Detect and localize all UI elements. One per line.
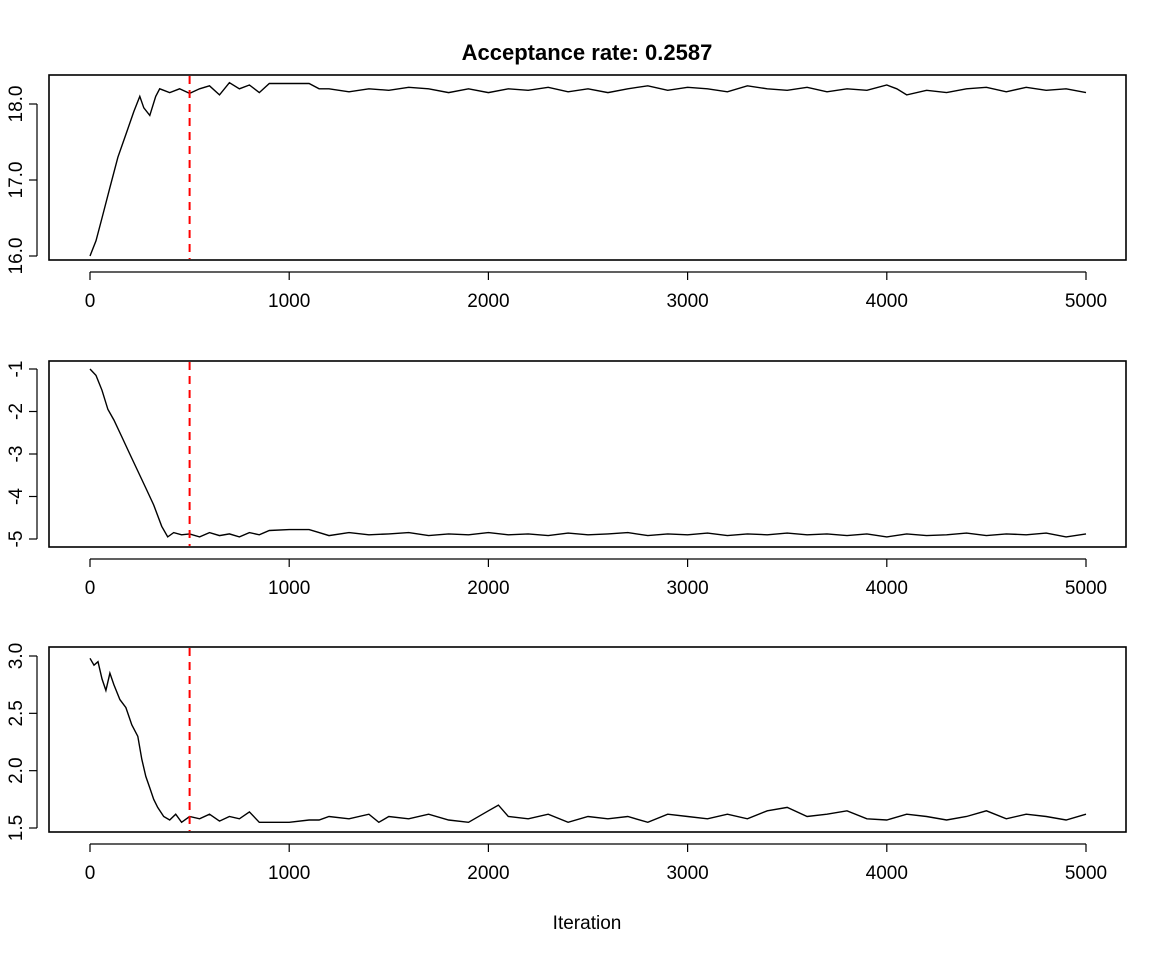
x-axis-label: Iteration <box>553 913 622 934</box>
x-tick-label: 1000 <box>268 578 310 599</box>
y-tick-label: 17.0 <box>6 162 27 199</box>
x-tick-label: 1000 <box>268 291 310 312</box>
y-tick-label: 2.5 <box>6 700 27 726</box>
y-tick-label: 2.0 <box>6 757 27 783</box>
trace-panels: 0 1000 2000 3000 4000 5000 16.0 17.0 18.0 0 1000 20… <box>6 74 1127 884</box>
y-tick-label: -3 <box>6 446 27 463</box>
y-tick-label: -5 <box>6 531 27 548</box>
x-tick-label: 5000 <box>1065 291 1107 312</box>
trace-panel-2: 0 1000 2000 3000 4000 5000 -5 -4 -3 -2 -1 <box>6 360 1127 599</box>
x-tick-label: 4000 <box>866 291 908 312</box>
plot-frame <box>48 646 1127 833</box>
plot-frame <box>48 74 1127 261</box>
x-tick-label: 4000 <box>866 578 908 599</box>
x-tick-label: 4000 <box>866 863 908 884</box>
y-tick-label: 3.0 <box>6 643 27 669</box>
y-tick-label: 1.5 <box>6 815 27 841</box>
x-tick-label: 1000 <box>268 863 310 884</box>
x-tick-label: 5000 <box>1065 578 1107 599</box>
x-tick-label: 2000 <box>467 291 509 312</box>
trace-panel-1: 0 1000 2000 3000 4000 5000 16.0 17.0 18.0 <box>6 74 1127 312</box>
x-tick-label: 2000 <box>467 578 509 599</box>
y-tick-label: 16.0 <box>6 238 27 275</box>
x-tick-label: 5000 <box>1065 863 1107 884</box>
trace-line <box>89 368 1087 538</box>
plot-frame <box>48 360 1127 548</box>
y-tick-label: -4 <box>6 488 27 505</box>
x-tick-label: 3000 <box>666 291 708 312</box>
x-tick-label: 0 <box>85 578 96 599</box>
x-tick-label: 3000 <box>666 578 708 599</box>
x-tick-label: 0 <box>85 863 96 884</box>
trace-line <box>89 657 1087 824</box>
x-tick-label: 3000 <box>666 863 708 884</box>
trace-panel-3: 0 1000 2000 3000 4000 5000 1.5 2.0 2.5 3.0 <box>6 643 1127 884</box>
chart-title: Acceptance rate: 0.2587 <box>462 40 713 65</box>
y-tick-label: -1 <box>6 361 27 378</box>
x-tick-label: 2000 <box>467 863 509 884</box>
y-tick-label: 18.0 <box>6 86 27 123</box>
trace-line <box>89 81 1087 257</box>
x-tick-label: 0 <box>85 291 96 312</box>
y-tick-label: -2 <box>6 403 27 420</box>
